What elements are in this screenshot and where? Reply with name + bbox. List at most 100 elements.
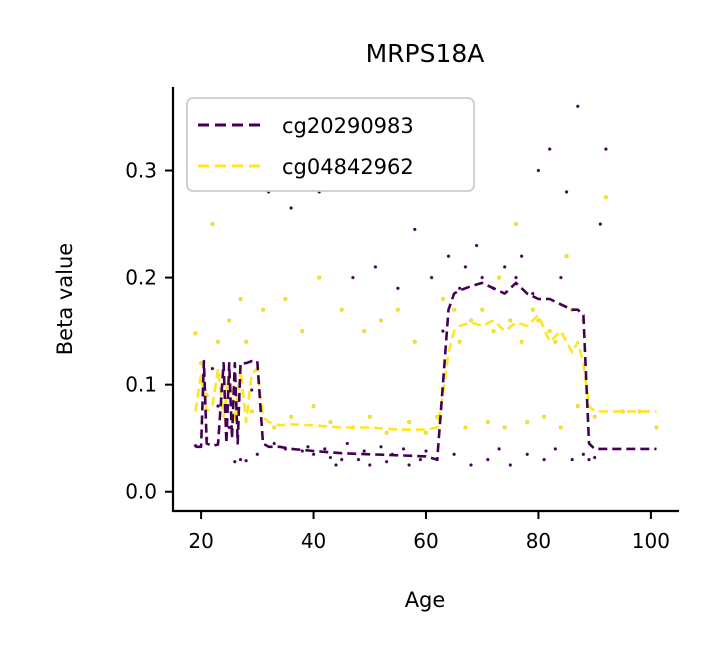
data-point-cg20290983	[570, 457, 575, 462]
data-point-cg04842962	[457, 339, 462, 344]
x-tick-label: 80	[526, 529, 551, 553]
legend-label-cg04842962: cg04842962	[282, 155, 414, 179]
data-point-cg20290983	[480, 275, 485, 280]
data-point-cg04842962	[238, 297, 243, 302]
data-point-cg04842962	[199, 361, 204, 366]
data-point-cg20290983	[469, 463, 474, 468]
data-point-cg20290983	[412, 227, 417, 232]
data-point-cg04842962	[519, 339, 524, 344]
data-point-cg20290983	[446, 254, 451, 259]
data-point-cg20290983	[350, 275, 355, 280]
data-point-cg20290983	[339, 457, 344, 462]
data-point-cg04842962	[227, 318, 232, 323]
data-point-cg20290983	[401, 446, 406, 451]
data-point-cg20290983	[587, 457, 592, 462]
data-point-cg20290983	[514, 275, 519, 280]
data-point-cg04842962	[412, 339, 417, 344]
data-point-cg04842962	[424, 430, 429, 435]
points-layer	[193, 104, 659, 468]
data-point-cg20290983	[575, 104, 580, 109]
y-tick-label: 0.2	[125, 266, 157, 290]
data-point-cg20290983	[244, 458, 249, 463]
data-point-cg20290983	[305, 444, 310, 449]
data-point-cg20290983	[424, 449, 429, 454]
data-point-cg20290983	[210, 366, 215, 371]
data-point-cg04842962	[463, 425, 468, 430]
data-point-cg04842962	[379, 318, 384, 323]
data-point-cg04842962	[384, 430, 389, 435]
data-point-cg20290983	[525, 452, 530, 457]
data-point-cg20290983	[255, 452, 260, 457]
y-tick-label: 0.0	[125, 480, 157, 504]
data-point-cg04842962	[261, 307, 266, 312]
data-point-cg20290983	[322, 446, 327, 451]
data-point-cg04842962	[210, 222, 215, 227]
data-point-cg04842962	[564, 254, 569, 259]
series-line-cg20290983	[195, 281, 657, 461]
data-point-cg20290983	[558, 275, 563, 280]
data-point-cg20290983	[289, 205, 294, 210]
series-line-cg04842962	[194, 313, 657, 431]
data-point-cg20290983	[407, 463, 412, 468]
data-point-cg20290983	[542, 457, 547, 462]
lines-layer	[194, 281, 657, 461]
data-point-cg20290983	[362, 449, 367, 454]
data-point-cg20290983	[463, 264, 468, 269]
data-point-cg20290983	[452, 452, 457, 457]
data-point-cg04842962	[440, 297, 445, 302]
data-point-cg04842962	[249, 409, 254, 414]
x-tick-label: 40	[301, 529, 326, 553]
data-point-cg04842962	[502, 425, 507, 430]
data-point-cg20290983	[530, 291, 535, 296]
data-point-cg04842962	[480, 307, 485, 312]
data-point-cg04842962	[317, 275, 322, 280]
data-point-cg20290983	[536, 168, 541, 173]
data-point-cg20290983	[564, 189, 569, 194]
data-point-cg20290983	[345, 441, 350, 446]
data-point-cg20290983	[485, 457, 490, 462]
data-point-cg04842962	[497, 275, 502, 280]
y-tick-label: 0.3	[125, 159, 157, 183]
data-point-cg20290983	[395, 286, 400, 291]
data-point-cg20290983	[215, 404, 220, 409]
data-point-cg04842962	[491, 329, 496, 334]
data-point-cg04842962	[395, 307, 400, 312]
legend-box	[186, 97, 475, 192]
data-point-cg04842962	[452, 307, 457, 312]
data-point-cg20290983	[328, 455, 333, 460]
data-point-cg20290983	[356, 457, 361, 462]
data-point-cg20290983	[367, 463, 372, 468]
data-point-cg20290983	[603, 147, 608, 152]
data-point-cg20290983	[508, 463, 513, 468]
data-point-cg04842962	[514, 222, 519, 227]
data-point-cg04842962	[244, 339, 249, 344]
y-axis-label: Beta value	[53, 243, 77, 355]
x-tick-label: 20	[188, 529, 213, 553]
data-point-cg20290983	[334, 463, 339, 468]
data-point-cg04842962	[654, 425, 659, 430]
data-point-cg04842962	[362, 329, 367, 334]
data-point-cg20290983	[418, 457, 423, 462]
data-point-cg04842962	[311, 404, 316, 409]
data-point-cg20290983	[311, 452, 316, 457]
data-point-cg04842962	[485, 420, 490, 425]
data-point-cg04842962	[603, 195, 608, 200]
x-tick-label: 60	[413, 529, 438, 553]
data-point-cg04842962	[575, 404, 580, 409]
data-point-cg20290983	[384, 459, 389, 464]
data-point-cg04842962	[592, 414, 597, 419]
data-point-cg04842962	[289, 414, 294, 419]
data-point-cg20290983	[238, 457, 243, 462]
data-point-cg20290983	[373, 264, 378, 269]
data-point-cg20290983	[300, 449, 305, 454]
y-ticks: 0.0 0.1 0.2 0.3	[125, 159, 173, 504]
data-point-cg20290983	[457, 286, 462, 291]
data-point-cg20290983	[502, 264, 507, 269]
data-point-cg20290983	[497, 446, 502, 451]
y-tick-label: 0.1	[125, 373, 157, 397]
data-point-cg04842962	[283, 297, 288, 302]
data-point-cg20290983	[474, 243, 479, 248]
data-point-cg04842962	[469, 318, 474, 323]
data-point-cg20290983	[598, 222, 603, 227]
